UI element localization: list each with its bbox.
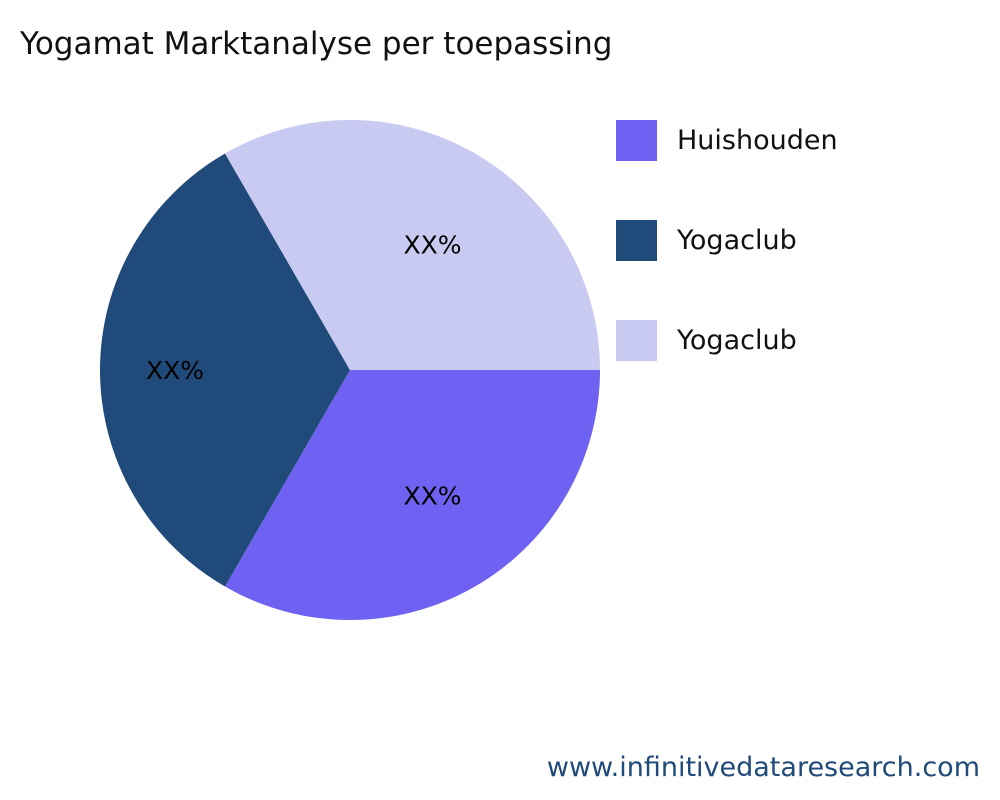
legend-swatch — [616, 119, 657, 161]
watermark: www.infinitivedataresearch.com — [546, 752, 980, 783]
legend-label: Huishouden — [677, 124, 838, 156]
legend: Huishouden Yogaclub Yogaclub — [616, 119, 838, 420]
chart-title: Yogamat Marktanalyse per toepassing — [20, 26, 613, 62]
slice-data-label: XX% — [403, 230, 461, 259]
slice-data-label: XX% — [403, 482, 461, 511]
slice-data-label: XX% — [146, 356, 204, 385]
pie-slice — [225, 119, 600, 370]
legend-item: Yogaclub — [616, 319, 838, 361]
legend-swatch — [616, 319, 657, 361]
pie-slice — [225, 370, 600, 620]
legend-swatch — [616, 219, 657, 261]
legend-item: Huishouden — [616, 119, 838, 161]
legend-item: Yogaclub — [616, 219, 838, 261]
legend-label: Yogaclub — [677, 224, 797, 256]
legend-label: Yogaclub — [677, 324, 797, 356]
